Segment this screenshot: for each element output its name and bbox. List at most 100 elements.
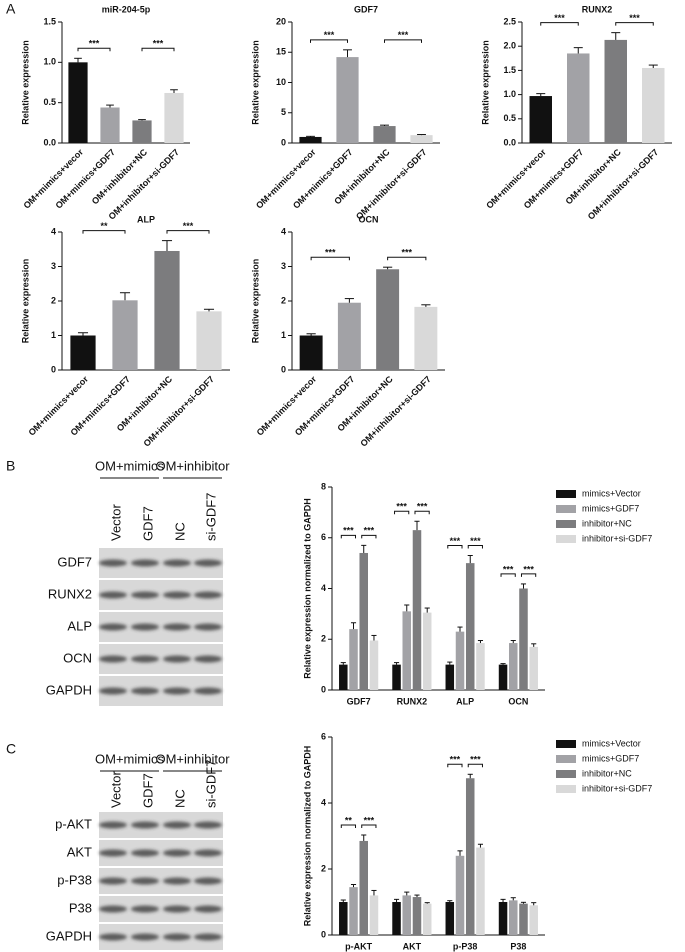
blot-band [99, 905, 127, 913]
y-tick-label: 5 [281, 107, 286, 117]
y-tick-label: 4 [51, 226, 56, 236]
blot-group-label: OM+inhibitor [155, 751, 230, 766]
significance-label: *** [183, 221, 194, 231]
bar [455, 855, 465, 935]
significance-label: ** [345, 815, 353, 825]
bar [498, 902, 508, 935]
y-tick-label: 2.5 [503, 16, 516, 26]
bar [337, 302, 361, 370]
panel-label: C [6, 741, 16, 757]
blot-band [194, 905, 222, 913]
significance-label: *** [450, 536, 461, 546]
legend-swatch [556, 755, 576, 763]
y-tick-label: 0 [281, 137, 286, 147]
legend-label: mimics+GDF7 [582, 503, 639, 513]
blot-band [99, 821, 127, 829]
x-tick-label: OM+mimics+vecor [21, 147, 85, 211]
bar [445, 664, 455, 690]
bar [349, 629, 358, 690]
x-tick-label: OM+mimics+vecor [484, 147, 548, 211]
blot-group-label: OM+mimics [95, 458, 164, 473]
legend-swatch [556, 490, 576, 498]
significance-label: ** [100, 221, 108, 231]
chart-title: miR-204-5p [102, 4, 151, 14]
blot-lane-label: NC [172, 789, 187, 808]
bar [529, 96, 552, 143]
x-tick-label: P38 [510, 941, 526, 951]
significance-label: *** [450, 755, 461, 765]
bar [455, 631, 465, 690]
y-tick-label: 6 [321, 532, 326, 542]
x-tick-label: OM+inhibitor+si-GDF7 [586, 147, 661, 222]
blot-band [99, 559, 127, 567]
bar [392, 664, 401, 690]
blot-group-label: OM+mimics [95, 751, 164, 766]
blot-band [163, 877, 191, 885]
blot-lane-label: si-GDF7 [203, 760, 218, 808]
blot-band [131, 559, 159, 567]
significance-label: *** [554, 13, 565, 23]
significance-bracket [447, 763, 463, 768]
blot-band [163, 687, 191, 695]
blot-band [194, 591, 222, 599]
bar [299, 136, 322, 143]
bar [339, 902, 348, 935]
significance-label: *** [324, 30, 335, 40]
significance-bracket [310, 39, 348, 43]
blot-band [99, 877, 127, 885]
bar [373, 126, 396, 143]
bar [112, 300, 138, 370]
blot-band [194, 655, 222, 663]
bar [402, 611, 412, 690]
significance-label: *** [629, 13, 640, 23]
bar [519, 588, 528, 690]
blot-row-label: p-AKT [55, 816, 92, 831]
bar [410, 135, 433, 143]
y-axis-label: Relative expression [480, 40, 490, 125]
y-tick-label: 3 [51, 261, 56, 271]
significance-bracket [414, 510, 430, 515]
y-tick-label: 0.5 [43, 97, 56, 107]
blot-band [131, 655, 159, 663]
significance-bracket [540, 22, 579, 26]
blot-band [131, 849, 159, 857]
significance-bracket [467, 545, 483, 549]
blot-band [163, 623, 191, 631]
bar [359, 840, 368, 935]
bar [299, 335, 323, 370]
bar [154, 250, 180, 370]
y-tick-label: 0.0 [43, 137, 56, 147]
legend-label: mimics+Vector [582, 488, 641, 498]
significance-bracket [447, 545, 463, 549]
bar [498, 664, 508, 690]
bar [339, 664, 348, 690]
blot-band [194, 687, 222, 695]
chart-title: RUNX2 [582, 4, 613, 14]
y-tick-label: 4 [281, 226, 286, 236]
legend-swatch [556, 785, 576, 793]
significance-bracket [387, 256, 427, 261]
blot-band [194, 849, 222, 857]
blot-band [163, 905, 191, 913]
blot-band [163, 849, 191, 857]
y-tick-label: 10 [276, 77, 286, 87]
blot-band [131, 687, 159, 695]
blot-row-label: GDF7 [57, 554, 92, 569]
bar [349, 887, 358, 935]
x-tick-label: p-P38 [453, 941, 478, 951]
legend-label: mimics+Vector [582, 738, 641, 748]
significance-label: *** [398, 30, 409, 40]
legend-label: inhibitor+si-GDF7 [582, 783, 652, 793]
y-axis-label: Relative expression normalized to GAPDH [302, 498, 312, 679]
y-tick-label: 6 [321, 731, 326, 741]
x-tick-label: RUNX2 [397, 696, 428, 706]
y-tick-label: 0.5 [503, 113, 516, 123]
bar [412, 530, 422, 690]
blot-band [163, 655, 191, 663]
blot-band [131, 821, 159, 829]
bar [414, 306, 438, 370]
y-tick-label: 2.0 [503, 41, 516, 51]
bar [529, 905, 538, 935]
bar [196, 311, 222, 370]
